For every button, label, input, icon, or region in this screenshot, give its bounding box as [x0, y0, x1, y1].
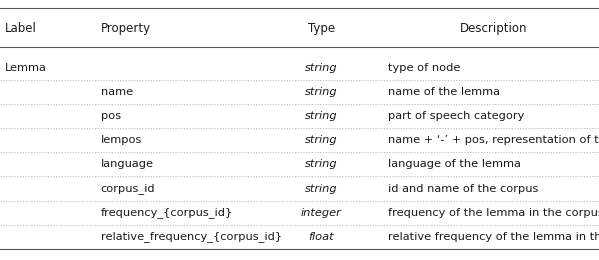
Text: string: string [305, 135, 337, 145]
Text: Label: Label [5, 22, 37, 35]
Text: string: string [305, 111, 337, 121]
Text: part of speech category: part of speech category [388, 111, 525, 121]
Text: Description: Description [460, 22, 527, 35]
Text: name of the lemma: name of the lemma [388, 87, 500, 97]
Text: id and name of the corpus: id and name of the corpus [388, 184, 539, 193]
Text: pos: pos [101, 111, 121, 121]
Text: Lemma: Lemma [5, 63, 47, 73]
Text: string: string [305, 87, 337, 97]
Text: integer: integer [301, 208, 341, 218]
Text: float: float [308, 232, 334, 242]
Text: corpus_id: corpus_id [101, 183, 155, 194]
Text: string: string [305, 63, 337, 73]
Text: name + ‘-’ + pos, representation of the lemma: name + ‘-’ + pos, representation of the … [388, 135, 599, 145]
Text: language: language [101, 159, 153, 169]
Text: frequency of the lemma in the corpus: frequency of the lemma in the corpus [388, 208, 599, 218]
Text: lempos: lempos [101, 135, 142, 145]
Text: relative frequency of the lemma in the corpus: relative frequency of the lemma in the c… [388, 232, 599, 242]
Text: string: string [305, 159, 337, 169]
Text: Property: Property [101, 22, 151, 35]
Text: name: name [101, 87, 133, 97]
Text: frequency_{corpus_id}: frequency_{corpus_id} [101, 207, 233, 218]
Text: type of node: type of node [388, 63, 461, 73]
Text: relative_frequency_{corpus_id}: relative_frequency_{corpus_id} [101, 231, 282, 242]
Text: string: string [305, 184, 337, 193]
Text: language of the lemma: language of the lemma [388, 159, 521, 169]
Text: Type: Type [307, 22, 335, 35]
